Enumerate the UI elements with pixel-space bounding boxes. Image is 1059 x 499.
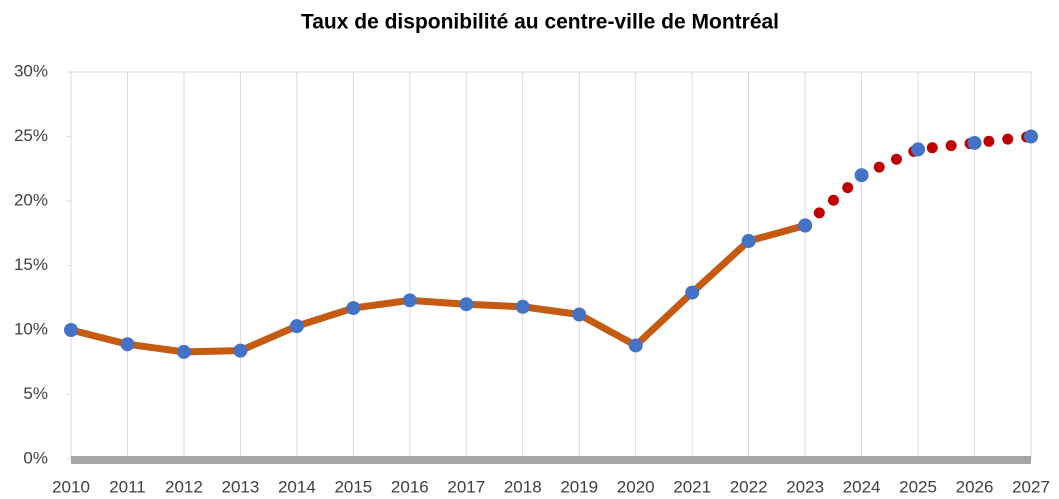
x-tick-label: 2027: [1012, 477, 1050, 496]
x-tick-label: 2011: [109, 477, 146, 496]
x-tick-label: 2018: [504, 477, 542, 496]
x-tick-label: 2024: [843, 477, 881, 496]
y-tick-label: 10%: [14, 319, 48, 338]
marker: [798, 218, 813, 233]
x-tick-label: 2010: [52, 477, 90, 496]
marker: [685, 285, 700, 300]
y-tick-label: 0%: [23, 448, 48, 467]
marker: [515, 299, 530, 314]
x-tick-label: 2025: [899, 477, 937, 496]
x-tick-label: 2014: [278, 477, 316, 496]
x-tick-label: 2019: [560, 477, 598, 496]
x-tick-label: 2026: [956, 477, 994, 496]
marker: [289, 319, 304, 334]
marker: [1024, 129, 1038, 144]
x-tick-label: 2016: [391, 477, 429, 496]
marker: [572, 307, 587, 322]
marker: [854, 168, 869, 183]
y-tick-label: 25%: [14, 126, 48, 145]
x-tick-label: 2012: [165, 477, 203, 496]
x-tick-label: 2017: [447, 477, 485, 496]
y-tick-label: 20%: [14, 190, 48, 209]
marker: [741, 233, 756, 248]
marker: [402, 293, 417, 308]
y-tick-label: 5%: [23, 384, 48, 403]
marker: [176, 344, 191, 359]
marker: [120, 337, 135, 352]
marker: [233, 343, 248, 358]
x-tick-label: 2013: [221, 477, 259, 496]
marker: [64, 323, 78, 337]
x-tick-label: 2021: [673, 477, 711, 496]
x-tick-label: 2015: [334, 477, 372, 496]
y-tick-label: 15%: [14, 255, 48, 274]
series-line: [70, 222, 807, 356]
marker: [628, 338, 643, 353]
marker: [459, 297, 474, 312]
x-tick-label: 2023: [786, 477, 824, 496]
marker: [911, 142, 926, 157]
chart-title: Taux de disponibilité au centre-ville de…: [301, 11, 779, 34]
marker: [967, 135, 982, 150]
x-tick-label: 2022: [730, 477, 768, 496]
y-tick-label: 30%: [14, 61, 48, 80]
marker: [346, 301, 361, 316]
x-tick-label: 2020: [617, 477, 655, 496]
